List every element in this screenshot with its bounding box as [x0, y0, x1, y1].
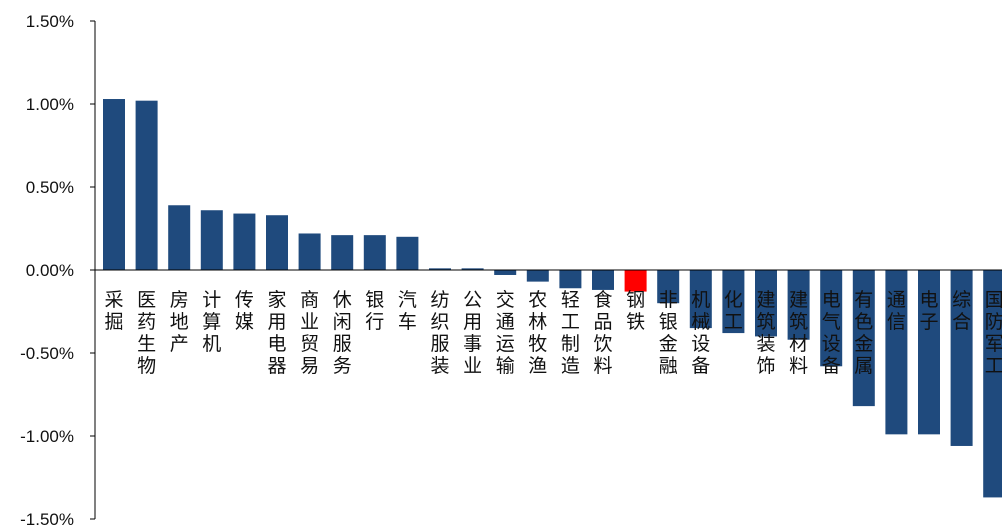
bar — [429, 268, 451, 270]
y-tick-label: 0.00% — [26, 261, 74, 280]
y-tick-label: -1.00% — [20, 427, 74, 446]
x-tick-label: 轻工制造 — [561, 289, 580, 377]
bar — [526, 270, 549, 282]
x-tick-label: 综合 — [952, 289, 971, 333]
x-tick-label: 家用电器 — [267, 289, 286, 377]
bar — [461, 268, 484, 270]
bar — [266, 215, 288, 270]
bar — [787, 270, 810, 340]
x-tick-label: 非银金融 — [659, 289, 678, 377]
y-axis: 1.50% 1.00% 0.50% 0.00% -0.50% -1.00% -1.50% — [20, 12, 96, 529]
x-tick-label: 休闲服务 — [333, 289, 352, 377]
x-tick-label: 商业贸易 — [300, 289, 319, 377]
y-tick-label: 1.50% — [26, 12, 74, 31]
x-tick-label: 建筑装饰 — [756, 289, 775, 377]
x-tick-label: 国防军工 — [985, 289, 1002, 377]
x-tick-label: 医药生物 — [137, 289, 156, 377]
bar — [233, 213, 256, 270]
bar — [624, 270, 647, 292]
x-tick-label: 通信 — [887, 289, 906, 333]
category-labels: 采掘医药生物房地产计算机传媒家用电器商业贸易休闲服务银行汽车纺织服装公用事业交通… — [104, 289, 1002, 377]
x-tick-label: 机械设备 — [691, 289, 710, 377]
y-tick-label: -0.50% — [20, 344, 74, 363]
bar — [103, 99, 125, 271]
bar — [331, 235, 354, 270]
y-tick-label: -1.50% — [20, 510, 74, 529]
x-tick-label: 有色金属 — [854, 289, 873, 377]
bar — [722, 270, 745, 334]
bar — [298, 233, 321, 270]
x-tick-label: 汽车 — [398, 289, 417, 333]
bar — [168, 205, 191, 270]
bar — [494, 270, 517, 275]
bar — [852, 270, 875, 407]
x-tick-label: 银行 — [365, 289, 384, 333]
bars — [95, 99, 1002, 498]
x-tick-label: 纺织服装 — [430, 289, 449, 377]
x-tick-label: 农林牧渔 — [528, 289, 547, 377]
bar — [135, 100, 158, 271]
x-tick-label: 建筑材料 — [789, 289, 808, 377]
x-tick-label: 计算机 — [202, 289, 221, 355]
bar — [200, 210, 223, 270]
bar — [363, 235, 386, 270]
x-tick-label: 电子 — [919, 289, 938, 333]
x-tick-label: 化工 — [724, 289, 743, 333]
x-tick-label: 房地产 — [170, 289, 189, 355]
x-tick-label: 公用事业 — [463, 289, 482, 377]
bar — [820, 270, 843, 367]
bar — [918, 270, 940, 435]
bar — [559, 270, 582, 289]
x-tick-label: 传媒 — [235, 289, 254, 333]
bar — [983, 270, 1002, 498]
bar — [950, 270, 973, 446]
bar — [689, 270, 712, 329]
x-tick-label: 采掘 — [104, 289, 123, 333]
x-tick-label: 电气设备 — [822, 289, 841, 377]
bar — [885, 270, 908, 435]
bar — [592, 270, 614, 290]
bar — [755, 270, 777, 337]
bar — [396, 236, 419, 270]
x-tick-label: 食品饮料 — [593, 289, 612, 377]
bar — [657, 270, 680, 304]
x-tick-label: 交通运输 — [496, 289, 515, 377]
y-tick-label: 0.50% — [26, 178, 74, 197]
x-tick-label: 钢铁 — [626, 289, 645, 333]
y-tick-label: 1.00% — [26, 95, 74, 114]
